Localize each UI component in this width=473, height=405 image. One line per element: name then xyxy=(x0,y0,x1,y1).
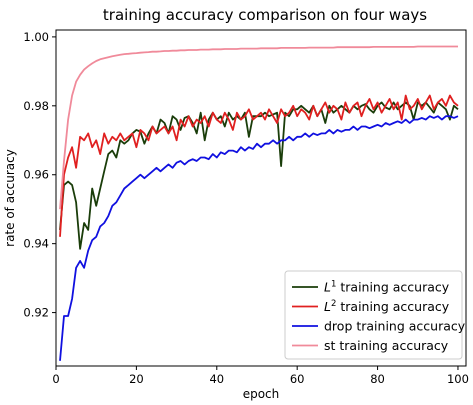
x-axis-label: epoch xyxy=(243,387,280,401)
y-tick-label: 0.92 xyxy=(23,306,49,320)
y-tick-label: 0.94 xyxy=(23,237,49,251)
legend-entry: L1 training accuracy xyxy=(324,280,450,295)
legend-entry-base: L xyxy=(324,280,331,295)
legend-entry-text: training accuracy xyxy=(336,280,449,295)
x-tick-label: 20 xyxy=(129,372,144,386)
x-tick-label: 40 xyxy=(209,372,224,386)
y-tick-label: 0.98 xyxy=(23,99,49,113)
axis-ticks: 0 20 40 60 80 100 0.92 0.94 0.96 0.98 1.00 xyxy=(23,30,469,386)
legend-entry-base: L xyxy=(324,299,331,314)
legend-entry: st training accuracy xyxy=(324,338,449,353)
series-line-4 xyxy=(59,45,458,210)
legend-entry: drop training accuracy xyxy=(324,319,466,334)
y-axis-label: rate of accuracy xyxy=(3,149,17,247)
chart-title: training accuracy comparison on four way… xyxy=(103,6,427,24)
x-tick-label: 80 xyxy=(370,372,385,386)
x-tick-label: 60 xyxy=(290,372,305,386)
legend-entry-text: training accuracy xyxy=(336,299,449,314)
series-line-2 xyxy=(59,94,459,237)
x-tick-label: 0 xyxy=(52,372,59,386)
plot-frame xyxy=(55,29,467,367)
legend-box xyxy=(284,270,463,360)
y-tick-label: 1.00 xyxy=(23,30,49,44)
series-line-3 xyxy=(59,115,459,361)
y-tick-label: 0.96 xyxy=(23,168,49,182)
series-lines xyxy=(59,45,459,361)
series-line-1 xyxy=(59,101,459,250)
x-tick-label: 100 xyxy=(447,372,469,386)
legend-entry: L2 training accuracy xyxy=(324,299,450,314)
legend-entry-sup: 1 xyxy=(331,280,336,290)
legend-entry-sup: 2 xyxy=(331,299,336,309)
